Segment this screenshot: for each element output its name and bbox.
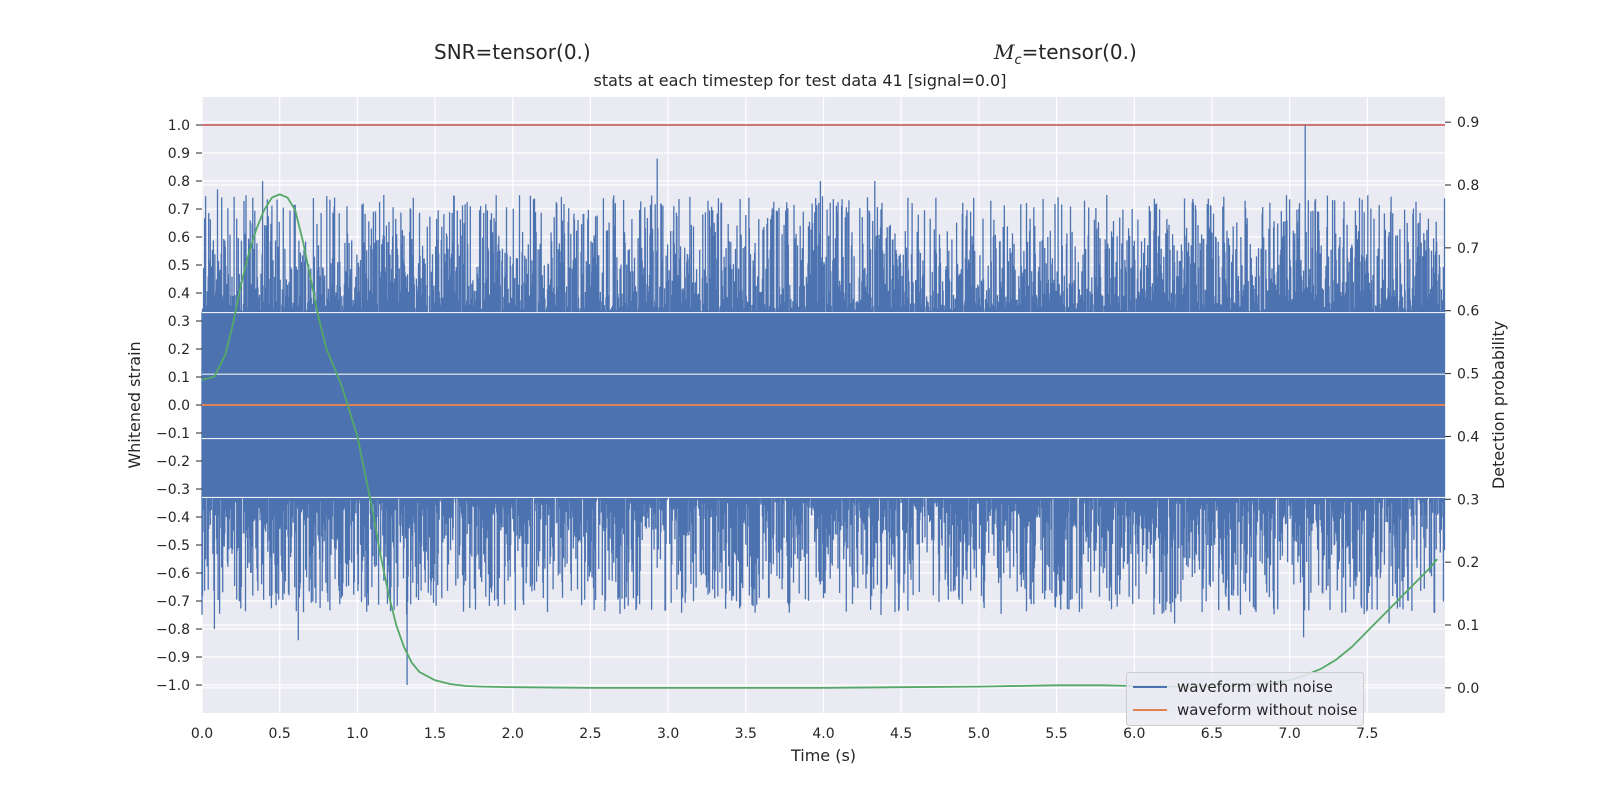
y-tick-label: 0.2 — [168, 342, 190, 358]
y-tick-label: −0.3 — [156, 482, 190, 498]
y2-tick-label: 0.0 — [1457, 681, 1479, 697]
y-tick-label: 0.5 — [168, 258, 190, 274]
x-tick-label: 6.0 — [1123, 726, 1145, 742]
y-tick-label: −0.9 — [156, 650, 190, 666]
legend-label-clean: waveform without noise — [1177, 701, 1358, 719]
y-tick-label: −0.7 — [156, 594, 190, 610]
x-tick-label: 4.0 — [812, 726, 834, 742]
legend-swatch-noise — [1133, 686, 1167, 688]
y-tick-label: −0.8 — [156, 622, 190, 638]
x-axis-ticks: 0.0 0.5 1.0 1.5 2.0 2.5 3.0 3.5 4.0 4.5 5.0 5.5 6.0 6… — [191, 726, 1379, 742]
y-tick-label: 0.3 — [168, 314, 190, 330]
x-tick-label: 7.5 — [1356, 726, 1378, 742]
y2-tick-label: 0.3 — [1457, 492, 1479, 508]
x-tick-label: 6.5 — [1201, 726, 1223, 742]
chirp-mass-value: =tensor(0.) — [1021, 40, 1137, 64]
legend: waveform with noise waveform without noi… — [1126, 672, 1364, 726]
legend-item-clean: waveform without noise — [1133, 700, 1357, 720]
y-tick-label: 0.8 — [168, 174, 190, 190]
snr-title: SNR=tensor(0.) — [434, 40, 591, 64]
chirp-mass-title: Mc=tensor(0.) — [994, 40, 1137, 68]
x-tick-label: 2.0 — [502, 726, 524, 742]
y-tick-label: −0.4 — [156, 510, 190, 526]
y2-tick-label: 0.4 — [1457, 429, 1479, 445]
y-tick-label: −0.5 — [156, 538, 190, 554]
y-tick-label: −0.1 — [156, 426, 190, 442]
legend-item-noise: waveform with noise — [1133, 677, 1333, 697]
legend-swatch-clean — [1133, 709, 1167, 711]
x-tick-label: 4.5 — [890, 726, 912, 742]
y2-tick-label: 0.2 — [1457, 555, 1479, 571]
y-axis-ticks: 1.0 0.9 0.8 0.7 0.6 0.5 0.4 0.3 0.2 0.1 0.0 −0.1 −0.… — [156, 118, 202, 694]
x-tick-label: 1.5 — [424, 726, 446, 742]
x-tick-label: 1.0 — [346, 726, 368, 742]
y-tick-label: −0.6 — [156, 566, 190, 582]
x-tick-label: 3.5 — [735, 726, 757, 742]
x-tick-label: 5.5 — [1045, 726, 1067, 742]
y2-tick-label: 0.7 — [1457, 241, 1479, 257]
y-tick-label: 0.7 — [168, 202, 190, 218]
x-tick-label: 2.5 — [579, 726, 601, 742]
x-tick-label: 5.0 — [968, 726, 990, 742]
y-tick-label: 0.6 — [168, 230, 190, 246]
x-tick-label: 0.0 — [191, 726, 213, 742]
x-axis-label: Time (s) — [790, 746, 856, 765]
y2-tick-label: 0.5 — [1457, 367, 1479, 383]
y-tick-label: 0.0 — [168, 398, 190, 414]
y-tick-label: −1.0 — [156, 678, 190, 694]
chirp-mass-subscript: c — [1014, 53, 1022, 68]
y2-tick-label: 0.1 — [1457, 618, 1479, 634]
y-tick-label: 1.0 — [168, 118, 190, 134]
y2-tick-label: 0.6 — [1457, 304, 1479, 320]
y-tick-label: 0.9 — [168, 146, 190, 162]
y-tick-label: 0.1 — [168, 370, 190, 386]
x-tick-label: 0.5 — [269, 726, 291, 742]
y2-tick-label: 0.8 — [1457, 178, 1479, 194]
y2-axis-ticks: 0.9 0.8 0.7 0.6 0.5 0.4 0.3 0.2 0.1 0.0 — [1445, 115, 1479, 697]
legend-label-noise: waveform with noise — [1177, 678, 1333, 696]
chart-title: stats at each timestep for test data 41 … — [593, 71, 1007, 90]
y2-axis-label: Detection probability — [1489, 321, 1508, 489]
y2-tick-label: 0.9 — [1457, 115, 1479, 131]
x-tick-label: 3.0 — [657, 726, 679, 742]
y-tick-label: −0.2 — [156, 454, 190, 470]
chirp-mass-symbol: M — [994, 40, 1015, 64]
y-tick-label: 0.4 — [168, 286, 190, 302]
y-axis-label: Whitened strain — [125, 341, 144, 468]
x-tick-label: 7.0 — [1278, 726, 1300, 742]
